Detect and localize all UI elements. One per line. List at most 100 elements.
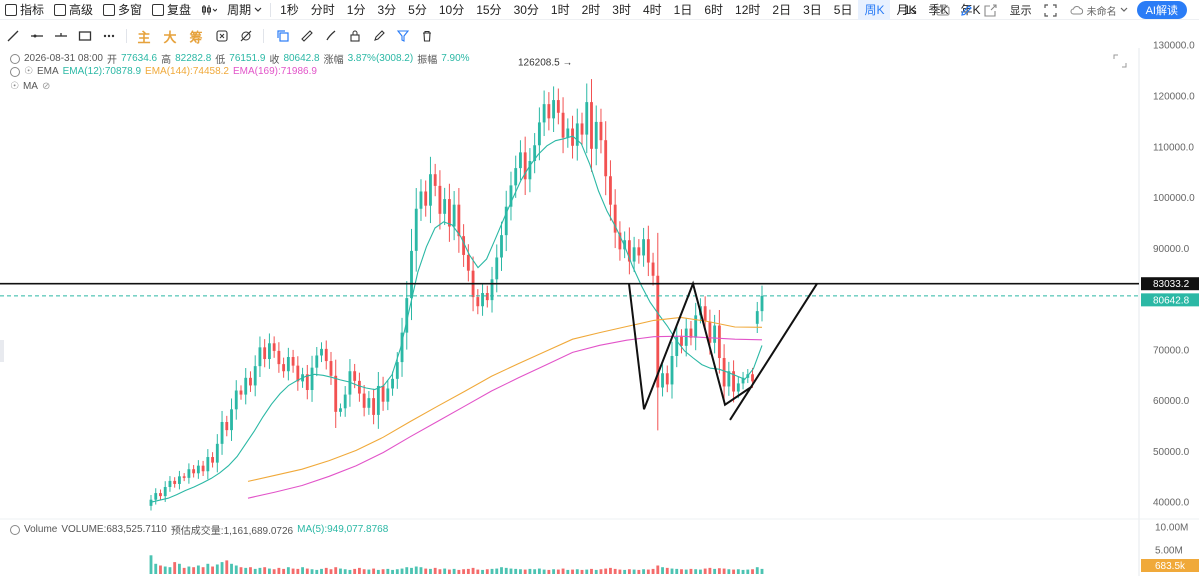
volume-tick-label: 10.00M — [1155, 523, 1188, 534]
timeframe-tab[interactable]: 月K — [896, 3, 917, 17]
volume-bar — [438, 569, 442, 574]
horizontal-line-tool-icon[interactable] — [50, 26, 72, 46]
candle-body — [490, 279, 494, 301]
y-tick-label: 90000.0 — [1153, 244, 1190, 255]
pen-tool-icon[interactable] — [368, 26, 390, 46]
toggle-icon[interactable] — [10, 66, 20, 77]
w-pattern-drawing[interactable] — [628, 280, 753, 410]
lock-icon[interactable] — [344, 26, 366, 46]
timeframe-tab[interactable]: 6时 — [704, 3, 724, 17]
timeframe-tab[interactable]: 12时 — [735, 3, 761, 17]
candle-type-button[interactable] — [196, 0, 222, 20]
timeframe-tab[interactable]: 30分 — [513, 3, 539, 17]
horizontal-ray-tool-icon[interactable] — [26, 26, 48, 46]
candle-type-icon — [202, 4, 218, 15]
eye-off-icon[interactable]: ⊘ — [41, 81, 51, 92]
candle-body — [357, 380, 361, 394]
volume-bar — [239, 567, 243, 574]
volume-bar — [509, 568, 513, 574]
brush-icon[interactable] — [320, 26, 342, 46]
candle-body — [594, 121, 598, 149]
main-force-tool[interactable]: 主 — [137, 29, 151, 45]
side-panel-handle[interactable] — [0, 340, 4, 362]
calendar-icon — [54, 3, 67, 16]
big-order-tool[interactable]: 大 — [163, 29, 177, 45]
volume-tag-bg — [1141, 559, 1199, 572]
volume-bar — [154, 563, 158, 574]
collapse-icon[interactable] — [10, 53, 20, 64]
volume-bar — [514, 568, 518, 574]
collapse-icon[interactable] — [10, 524, 20, 535]
camera-icon[interactable] — [933, 0, 953, 20]
candle-body — [514, 168, 518, 186]
y-tick-label: 110000.0 — [1153, 142, 1194, 153]
timeframe-tab[interactable]: 1分 — [346, 3, 366, 17]
ma-legend: ☉ MA ⊘ — [10, 81, 51, 92]
timeframe-tab[interactable]: 4时 — [642, 3, 662, 17]
volume-bar — [339, 568, 342, 574]
rectangle-tool-icon[interactable] — [74, 26, 96, 46]
candle-body — [665, 373, 669, 385]
chevron-down-icon — [1120, 7, 1128, 12]
fullscreen-icon[interactable] — [1041, 0, 1061, 20]
timeframe-tab[interactable]: 10分 — [438, 3, 465, 17]
display-settings-button[interactable]: 显示 — [1009, 5, 1032, 17]
volume-bar — [604, 568, 608, 574]
workspace-selector[interactable]: 未命名 — [1065, 0, 1133, 20]
trendline-drawing[interactable] — [729, 283, 818, 421]
timeframe-tab[interactable]: 3日 — [803, 3, 822, 17]
timeframe-tab[interactable]: 5分 — [408, 3, 427, 17]
hide-drawings-icon[interactable] — [235, 26, 257, 46]
bell-icon[interactable]: ☉ — [10, 81, 19, 92]
timeframe-tab[interactable]: 1时 — [550, 3, 570, 17]
volume-bar — [362, 569, 366, 574]
expand-pane-icon[interactable] — [1113, 54, 1127, 68]
candle-body — [324, 348, 328, 362]
timeframe-tab[interactable]: 1日 — [673, 3, 693, 17]
candle-body — [590, 102, 593, 149]
advanced-button[interactable]: 高级 — [49, 0, 98, 20]
volume-bar — [286, 567, 290, 574]
candle-body — [547, 104, 551, 119]
chip-distribution-tool[interactable]: 筹 — [189, 29, 203, 45]
timeframe-tab[interactable]: 1秒 — [280, 3, 299, 17]
filter-icon[interactable] — [392, 26, 414, 46]
timeframe-tab[interactable]: 2日 — [772, 3, 792, 17]
timeframe-tab[interactable]: 分时 — [310, 3, 335, 17]
timeframe-tab[interactable]: 周K — [858, 0, 891, 20]
ruler-icon[interactable] — [296, 26, 318, 46]
indicator-button[interactable]: 指标 — [0, 0, 49, 20]
volume-bar — [215, 564, 219, 574]
candle-body — [201, 465, 205, 472]
volume-bar — [192, 567, 196, 574]
timeframe-tab[interactable]: 3分 — [377, 3, 397, 17]
magnet-icon[interactable] — [211, 26, 233, 46]
copy-icon[interactable] — [272, 26, 294, 46]
trendline-tool-icon[interactable] — [2, 26, 24, 46]
replay-button[interactable]: 复盘 — [147, 0, 196, 20]
ai-analysis-button[interactable]: AI解读 — [1136, 1, 1187, 19]
candle-body — [462, 236, 466, 255]
timeframe-tab[interactable]: 2时 — [581, 3, 601, 17]
share-icon[interactable] — [981, 0, 1001, 20]
period-dropdown[interactable]: 周期 — [222, 0, 267, 20]
candle-body — [447, 199, 451, 227]
volume-bar — [386, 568, 390, 574]
timeframe-tab[interactable]: 15分 — [476, 3, 502, 17]
candle-body — [732, 371, 736, 392]
multi-window-button[interactable]: 多窗 — [98, 0, 147, 20]
candle-body — [537, 122, 541, 146]
timeframe-tab[interactable]: 5日 — [833, 3, 853, 17]
trash-icon[interactable] — [416, 26, 438, 46]
candle-body — [414, 208, 418, 251]
pencil-icon[interactable] — [957, 0, 977, 20]
candle-body — [343, 394, 347, 409]
timeframe-1s[interactable]: 1s — [903, 3, 917, 17]
more-tools-icon[interactable] — [98, 26, 120, 46]
timeframe-tab[interactable]: 3时 — [612, 3, 631, 17]
volume-bar — [357, 567, 361, 574]
candle-body — [670, 355, 674, 385]
bell-icon[interactable]: ☉ — [24, 66, 33, 77]
volume-bar — [405, 567, 409, 574]
